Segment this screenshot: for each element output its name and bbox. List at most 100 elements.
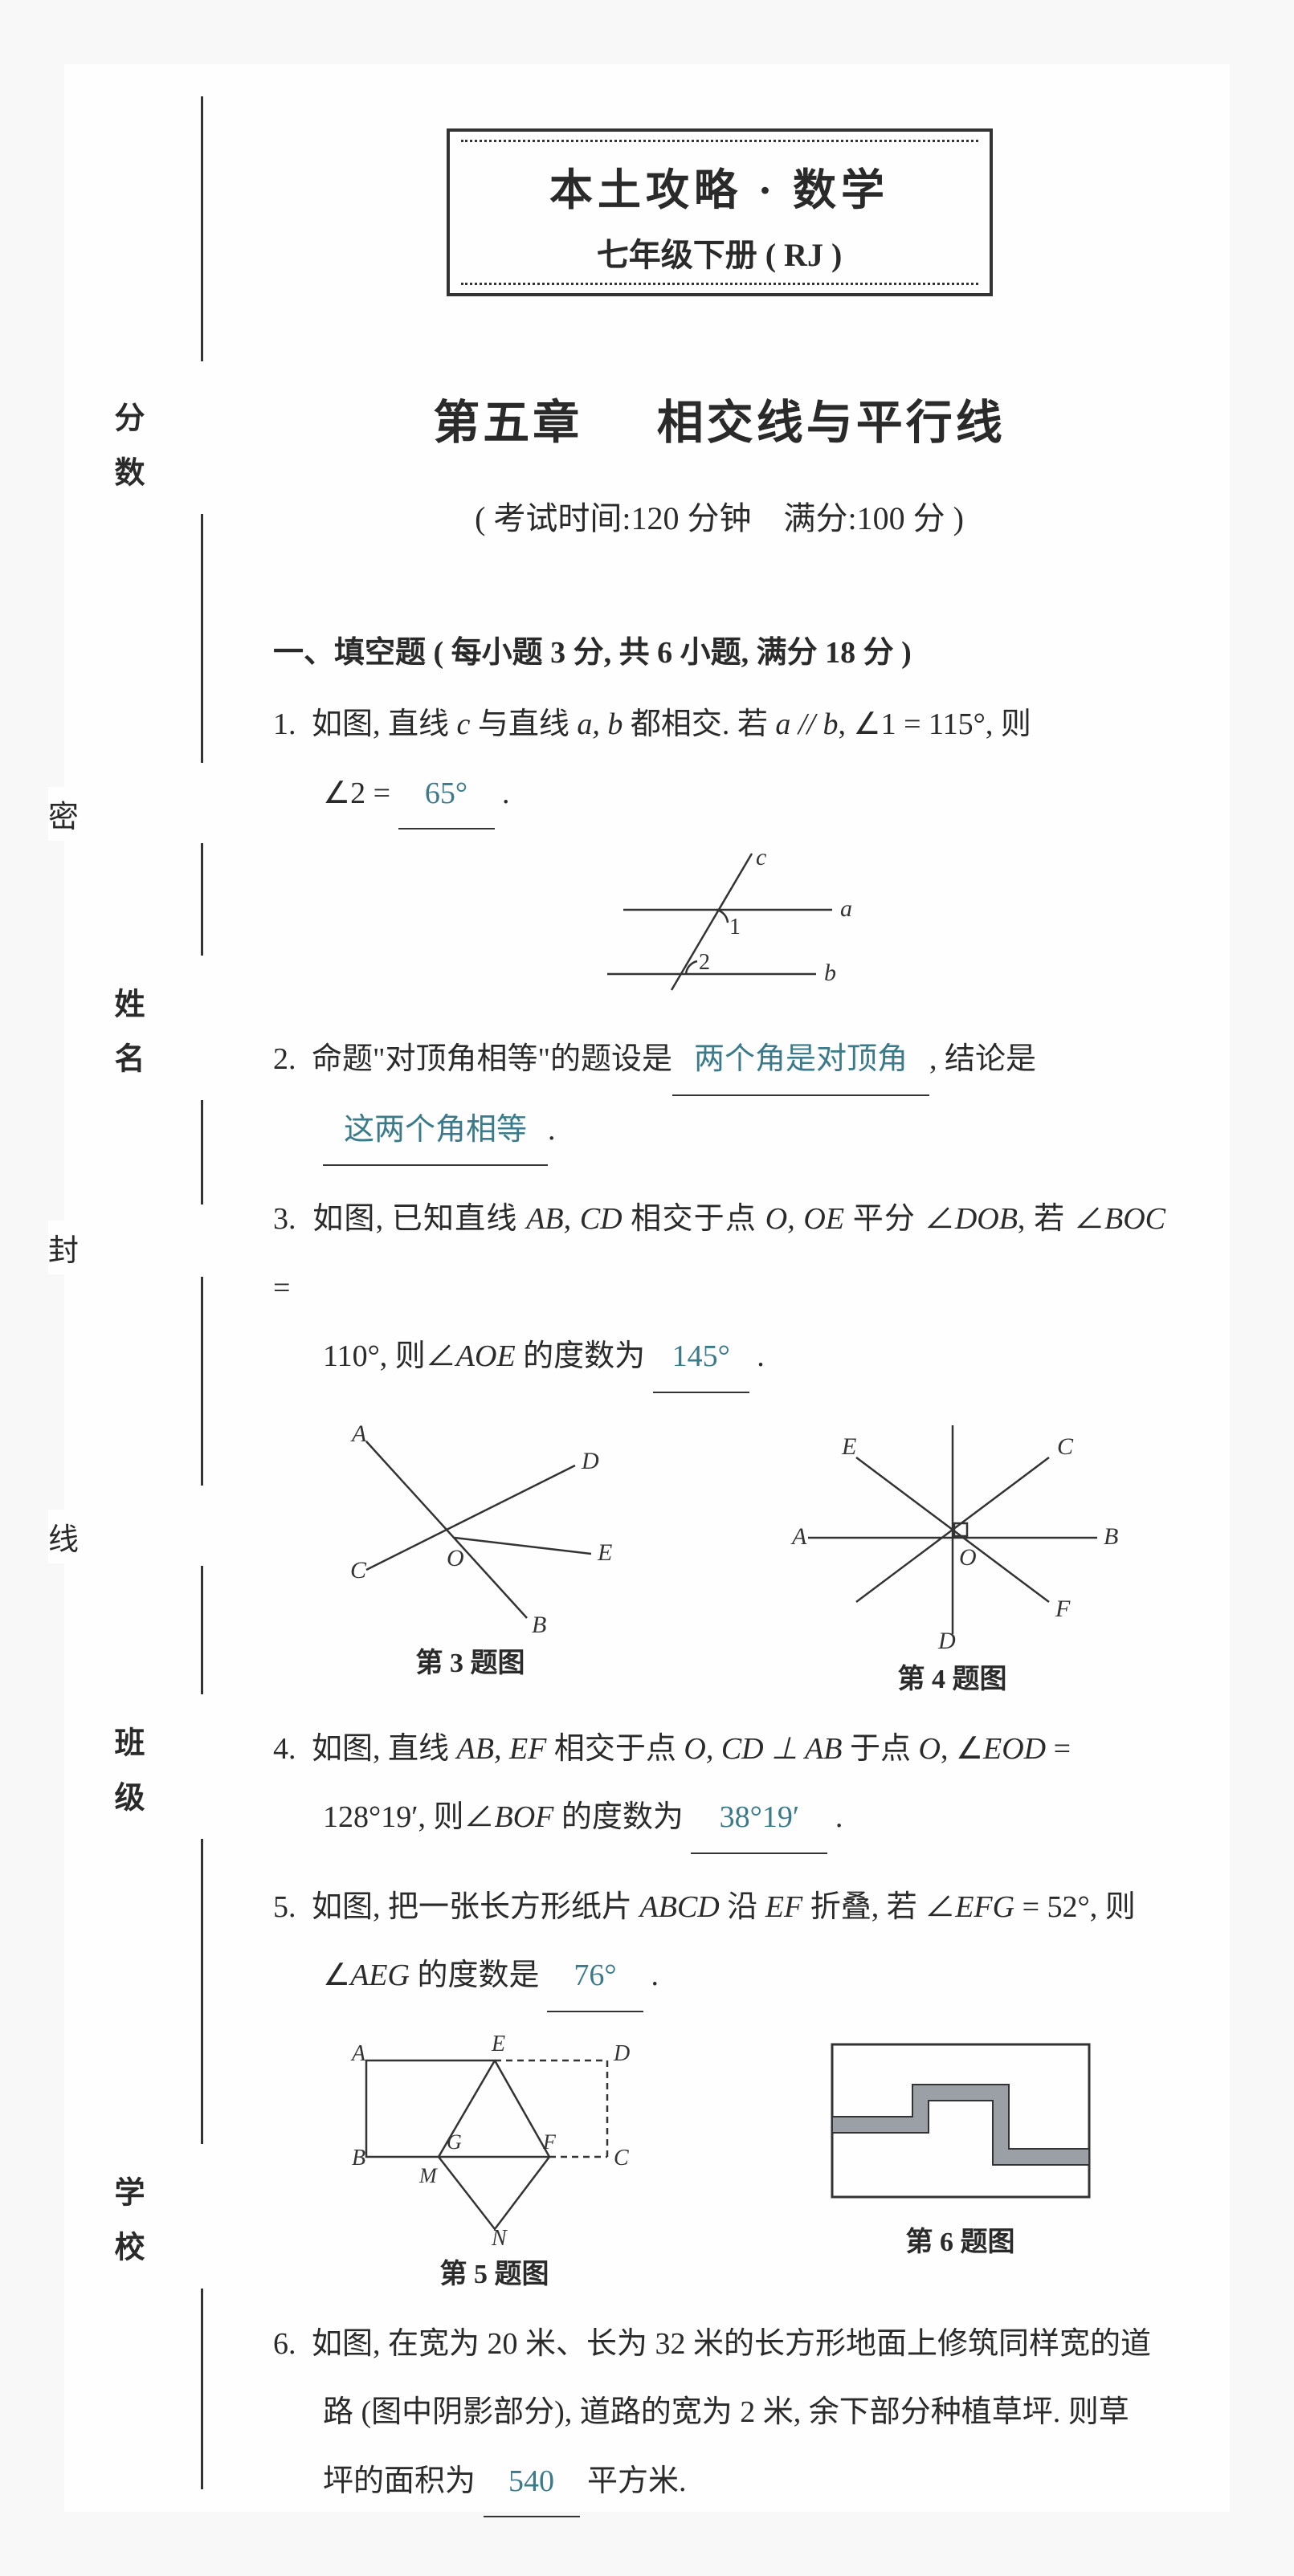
chapter-heading: 第五章 相交线与平行线 <box>273 385 1165 452</box>
fig3-caption: 第 3 题图 <box>318 1641 623 1680</box>
q3-number: 3. <box>273 1185 312 1254</box>
svg-text:M: M <box>418 2164 438 2187</box>
svg-text:G: G <box>447 2130 462 2154</box>
svg-text:A: A <box>350 1420 367 1447</box>
q1-text-c: 都相交. 若 <box>623 707 775 741</box>
gutter-label-score: 分数 <box>104 401 149 511</box>
q5-text-c: 折叠, 若 ∠ <box>802 1890 955 1924</box>
q1-text-a: 如图, 直线 <box>312 707 457 741</box>
svg-text:A: A <box>350 2041 366 2066</box>
q3-text-e: = <box>273 1271 290 1305</box>
figure-q1: c a b 1 2 <box>575 846 864 1006</box>
svg-text:a: a <box>840 895 852 922</box>
svg-text:C: C <box>350 1557 367 1584</box>
q6-text-d: 平方米. <box>580 2464 687 2498</box>
seal-char-mi: 密 <box>48 787 79 841</box>
q1-text-f: . <box>495 776 510 810</box>
seal-char-feng: 封 <box>48 1221 79 1274</box>
svg-text:N: N <box>491 2226 508 2245</box>
q3-ang1: DOB <box>955 1202 1018 1236</box>
q5-ang2: AEG <box>350 1958 410 1992</box>
question-2: 2.命题"对顶角相等"的题设是两个角是对顶角, 结论是 这两个角相等. <box>273 1025 1165 1166</box>
q2-text-c: . <box>548 1113 556 1147</box>
q3-diagram: A D C B E O <box>318 1409 623 1634</box>
q5-ef: EF <box>765 1890 802 1924</box>
gutter-line-5 <box>201 1277 203 1486</box>
q1-text-e: ∠2 = <box>323 776 398 810</box>
svg-text:C: C <box>1057 1433 1074 1460</box>
q1-var-ab: a, b <box>577 707 623 741</box>
q5-text-a: 如图, 把一张长方形纸片 <box>312 1890 640 1924</box>
q5-text-d: = 52°, 则 <box>1014 1890 1136 1924</box>
q1-parallel: a // b <box>775 707 838 741</box>
figure-q5: A E D B G F C M N 第 5 题图 <box>334 2028 655 2291</box>
q4-ang1: EOD <box>983 1732 1046 1766</box>
q2-number: 2. <box>273 1025 312 1094</box>
gutter-line-8 <box>201 2289 203 2489</box>
q6-answer: 540 <box>484 2448 580 2518</box>
svg-text:D: D <box>937 1628 956 1650</box>
q1-text-d: , ∠1 = 115°, 则 <box>839 707 1031 741</box>
svg-text:B: B <box>1104 1523 1118 1550</box>
chapter-title: 相交线与平行线 <box>657 397 1006 449</box>
gutter-line-3 <box>201 843 203 956</box>
q3-seg1: AB, CD <box>526 1202 622 1236</box>
figure-q3: A D C B E O 第 3 题图 <box>318 1409 623 1696</box>
q2-text-a: 命题"对顶角相等"的题设是 <box>312 1042 672 1076</box>
svg-text:E: E <box>491 2032 505 2056</box>
q3-text-g: 的度数为 <box>516 1339 653 1373</box>
q4-text-h: . <box>827 1800 843 1834</box>
q4-text-e: = <box>1046 1732 1071 1766</box>
gutter-line-4 <box>201 1100 203 1204</box>
svg-text:A: A <box>790 1523 807 1550</box>
seal-char-xian: 线 <box>48 1510 79 1563</box>
q3-ang2: BOC <box>1104 1202 1165 1236</box>
fig6-caption: 第 6 题图 <box>816 2219 1105 2259</box>
q3-text-a: 如图, 已知直线 <box>312 1202 526 1236</box>
gutter-line-1 <box>201 96 203 361</box>
svg-text:O: O <box>447 1545 464 1571</box>
q6-number: 6. <box>273 2310 312 2379</box>
q4-diagram: C E A B O F D <box>784 1409 1121 1650</box>
q3-answer: 145° <box>653 1323 749 1393</box>
svg-text:O: O <box>959 1544 977 1571</box>
q3-text-f: 110°, 则∠ <box>323 1339 456 1373</box>
q3-text-c: 平分 ∠ <box>844 1202 955 1236</box>
svg-text:b: b <box>824 960 836 986</box>
question-3: 3.如图, 已知直线 AB, CD 相交于点 O, OE 平分 ∠DOB, 若 … <box>273 1185 1165 1393</box>
q2-answer-a: 两个角是对顶角 <box>672 1025 929 1096</box>
q6-text-a: 如图, 在宽为 20 米、长为 32 米的长方形地面上修筑同样宽的道 <box>312 2327 1151 2361</box>
q5-text-f: 的度数是 <box>410 1958 547 1992</box>
svg-text:B: B <box>532 1612 546 1634</box>
question-6: 6.如图, 在宽为 20 米、长为 32 米的长方形地面上修筑同样宽的道 路 (… <box>273 2310 1165 2518</box>
q5-number: 5. <box>273 1873 312 1942</box>
svg-text:B: B <box>352 2146 365 2170</box>
gutter-label-name: 姓名 <box>104 988 149 1097</box>
title-sub: 七年级下册 ( RJ ) <box>466 229 974 275</box>
q6-text-b: 路 (图中阴影部分), 道路的宽为 2 米, 余下部分种植草坪. 则草 <box>323 2395 1129 2429</box>
q4-answer: 38°19′ <box>691 1783 827 1854</box>
gutter-line-6 <box>201 1566 203 1694</box>
q4-text-d: , ∠ <box>941 1732 983 1766</box>
content-area: 本土攻略 · 数学 七年级下册 ( RJ ) 第五章 相交线与平行线 ( 考试时… <box>225 64 1230 2512</box>
q4-text-b: 相交于点 <box>546 1732 684 1766</box>
q4-pt1: O, CD ⊥ AB <box>684 1732 842 1766</box>
figure-q6: 第 6 题图 <box>816 2028 1105 2291</box>
q3-text-d: , 若 ∠ <box>1018 1202 1104 1236</box>
gutter-line-2 <box>201 514 203 763</box>
q4-number: 4. <box>273 1715 312 1784</box>
svg-text:E: E <box>597 1539 612 1566</box>
q3-text-b: 相交于点 <box>623 1202 765 1236</box>
svg-text:D: D <box>613 2041 630 2066</box>
q4-ang2: BOF <box>495 1800 554 1834</box>
q3-ang3: AOE <box>456 1339 516 1373</box>
question-4: 4.如图, 直线 AB, EF 相交于点 O, CD ⊥ AB 于点 O, ∠E… <box>273 1715 1165 1854</box>
q2-answer-b: 这两个角相等 <box>323 1096 548 1167</box>
svg-text:E: E <box>841 1433 856 1460</box>
gutter-label-school: 学校 <box>104 2176 149 2285</box>
q5-answer: 76° <box>547 1942 643 2012</box>
q5-rect: ABCD <box>640 1890 720 1924</box>
title-box: 本土攻略 · 数学 七年级下册 ( RJ ) <box>447 128 993 296</box>
svg-text:D: D <box>581 1448 599 1474</box>
q3-pt: O, OE <box>765 1202 844 1236</box>
